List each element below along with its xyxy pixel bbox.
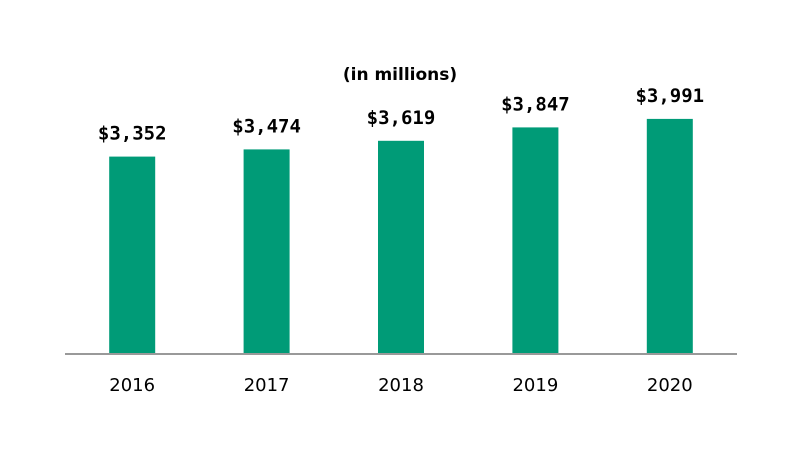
bar-2018 (378, 140, 424, 354)
bar-2020 (646, 118, 693, 355)
data-label-2020: $3,991 (635, 85, 704, 107)
x-tick-label-2018: 2018 (378, 375, 424, 396)
bar-2017 (243, 149, 290, 354)
bar-2019 (512, 127, 559, 355)
data-label-2016: $3,352 (98, 123, 167, 145)
data-label-2018: $3,619 (367, 107, 436, 129)
data-label-2019: $3,847 (501, 93, 570, 115)
bar-2016 (109, 156, 156, 354)
value-label-group: $3,352 $3,474 $3,619 $3,847 $3,991 (98, 85, 704, 145)
x-tick-label-2016: 2016 (109, 375, 155, 396)
x-tick-label-group: 2016 2017 2018 2019 2020 (109, 375, 692, 396)
chart-subtitle: (in millions) (343, 65, 457, 85)
x-tick-label-2019: 2019 (512, 375, 558, 396)
x-tick-label-2020: 2020 (647, 375, 693, 396)
x-tick-label-2017: 2017 (244, 375, 290, 396)
data-label-2017: $3,474 (232, 115, 301, 137)
bar-group (109, 118, 693, 355)
